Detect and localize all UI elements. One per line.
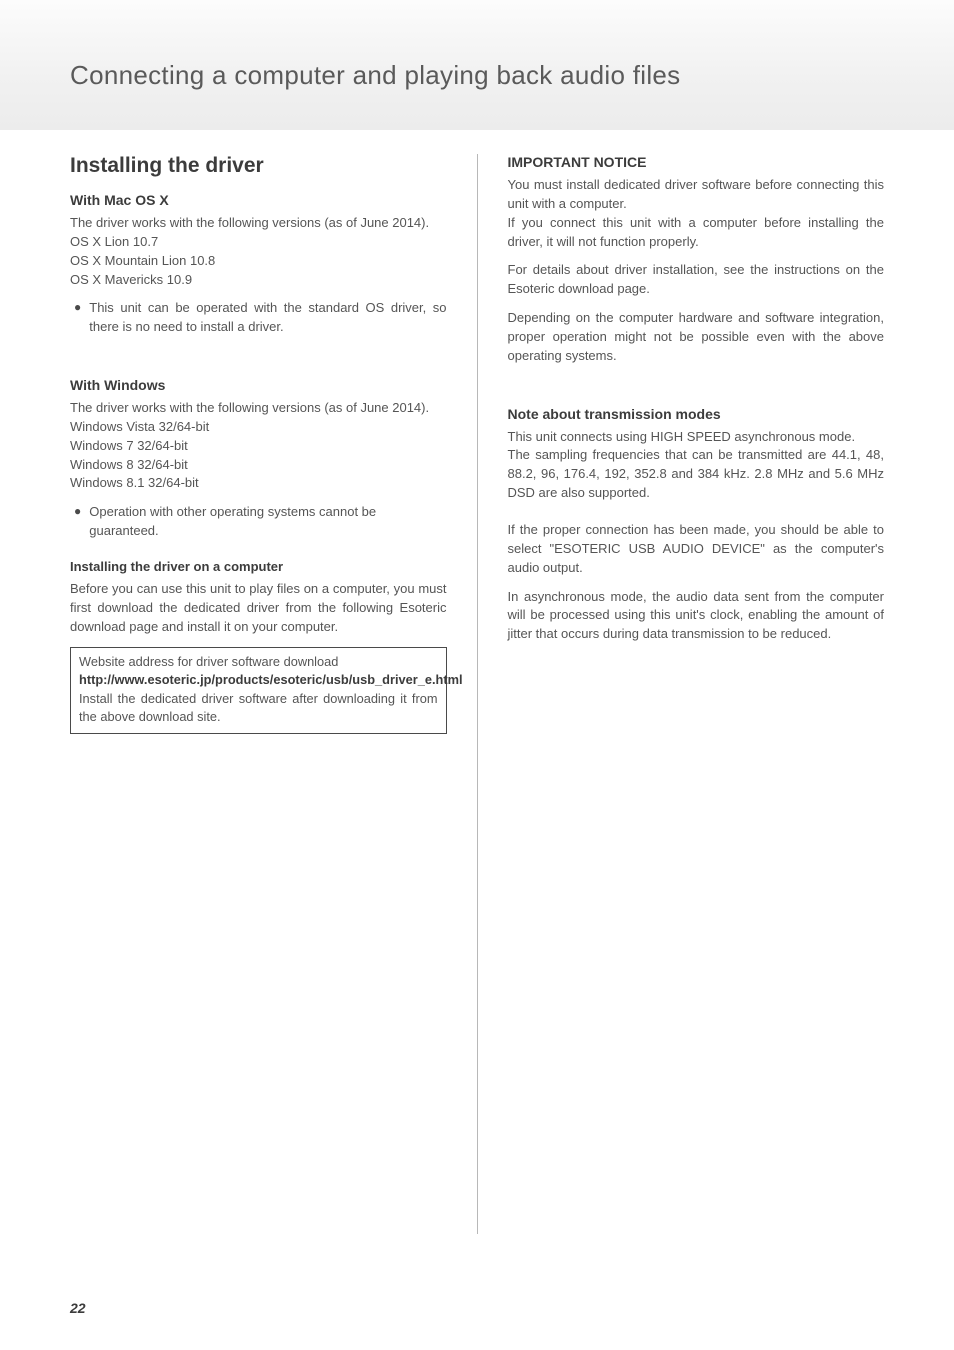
notice-p1: You must install dedicated driver softwa… — [508, 176, 885, 214]
subheading-mac: With Mac OS X — [70, 192, 447, 208]
bullet-icon: ● — [74, 503, 81, 520]
modes-p1: This unit connects using HIGH SPEED asyn… — [508, 428, 885, 447]
modes-p2: The sampling frequencies that can be tra… — [508, 446, 885, 503]
download-box: Website address for driver software down… — [70, 647, 447, 734]
section-heading-installing: Installing the driver — [70, 154, 447, 178]
bullet-icon: ● — [74, 299, 81, 316]
mac-version-2: OS X Mountain Lion 10.8 — [70, 252, 447, 271]
win-bullet-row: ● Operation with other operating systems… — [70, 503, 447, 541]
content-area: Installing the driver With Mac OS X The … — [0, 130, 954, 1234]
modes-p4: In asynchronous mode, the audio data sen… — [508, 588, 885, 645]
subheading-windows: With Windows — [70, 377, 447, 393]
page-number: 22 — [70, 1300, 86, 1316]
mac-version-3: OS X Mavericks 10.9 — [70, 271, 447, 290]
column-divider — [477, 154, 478, 1234]
win-version-1: Windows Vista 32/64-bit — [70, 418, 447, 437]
notice-p4: Depending on the computer hardware and s… — [508, 309, 885, 366]
mac-bullet-text: This unit can be operated with the stand… — [89, 299, 446, 337]
notice-p2: If you connect this unit with a computer… — [508, 214, 885, 252]
box-url: http://www.esoteric.jp/products/esoteric… — [79, 671, 438, 690]
left-column: Installing the driver With Mac OS X The … — [70, 154, 447, 1234]
install-para: Before you can use this unit to play fil… — [70, 580, 447, 637]
win-version-2: Windows 7 32/64-bit — [70, 437, 447, 456]
heading-transmission-modes: Note about transmission modes — [508, 406, 885, 422]
mac-version-1: OS X Lion 10.7 — [70, 233, 447, 252]
win-version-4: Windows 8.1 32/64-bit — [70, 474, 447, 493]
right-column: IMPORTANT NOTICE You must install dedica… — [508, 154, 885, 1234]
subheading-install-computer: Installing the driver on a computer — [70, 559, 447, 574]
mac-intro: The driver works with the following vers… — [70, 214, 447, 233]
win-intro: The driver works with the following vers… — [70, 399, 447, 418]
win-version-3: Windows 8 32/64-bit — [70, 456, 447, 475]
mac-bullet-row: ● This unit can be operated with the sta… — [70, 299, 447, 337]
notice-p3: For details about driver installation, s… — [508, 261, 885, 299]
box-line1: Website address for driver software down… — [79, 653, 438, 672]
header-band: Connecting a computer and playing back a… — [0, 0, 954, 130]
win-bullet-text: Operation with other operating systems c… — [89, 503, 446, 541]
heading-important-notice: IMPORTANT NOTICE — [508, 154, 885, 170]
box-line3: Install the dedicated driver software af… — [79, 690, 438, 727]
modes-p3: If the proper connection has been made, … — [508, 521, 885, 578]
page-title: Connecting a computer and playing back a… — [70, 60, 954, 91]
